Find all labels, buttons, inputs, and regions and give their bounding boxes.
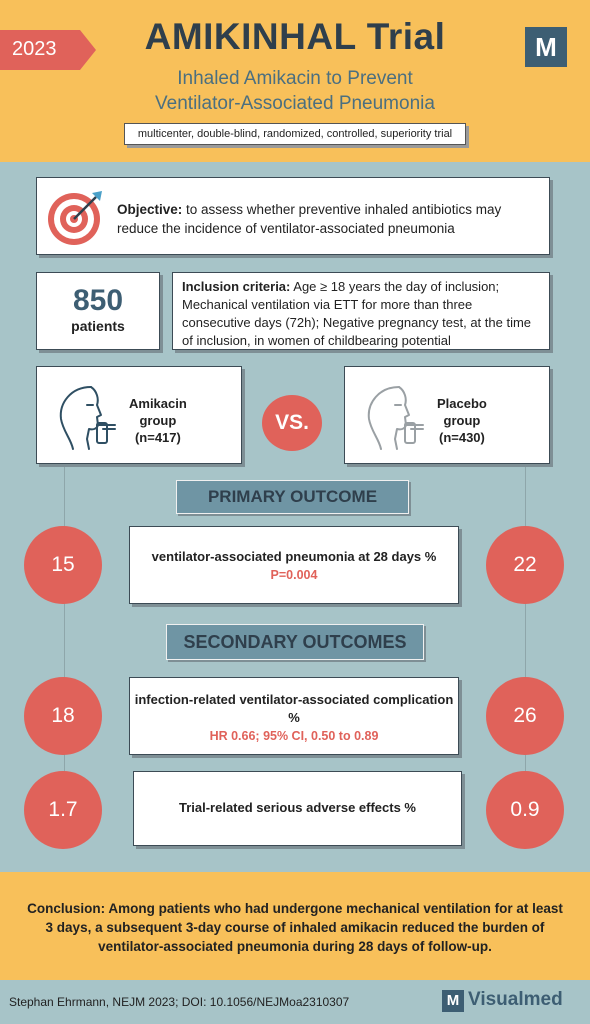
inhaler-patient-icon [367,386,424,450]
visualmed-logo-icon: M [442,990,464,1012]
primary-outcome-card: ventilator-associated pneumonia at 28 da… [129,526,459,604]
objective-description: to assess whether preventive inhaled ant… [117,202,502,236]
year-label: 2023 [12,38,57,60]
secondary-2-placebo-value: 0.9 [486,771,564,849]
amikacin-line-1: Amikacin [129,396,187,411]
footer: Stephan Ehrmann, NEJM 2023; DOI: 10.1056… [0,980,590,1024]
secondary-outcome-card-1: infection-related ventilator-associated … [129,677,459,755]
inclusion-text: Inclusion criteria: Age ≥ 18 years the d… [182,278,544,350]
primary-outcome-stat: P=0.004 [270,568,318,582]
amikacin-line-2: group [139,413,177,428]
citation-text: Stephan Ehrmann, NEJM 2023; DOI: 10.1056… [9,995,350,1009]
secondary-outcome-1-text: infection-related ventilator-associated … [134,692,454,725]
versus-badge: VS. [262,395,322,451]
placebo-line-1: Placebo [437,396,487,411]
trial-design-badge: multicenter, double-blind, randomized, c… [124,123,466,145]
placebo-group-card: Placebo group (n=430) [344,366,550,464]
primary-outcome-text: ventilator-associated pneumonia at 28 da… [151,549,437,564]
amikacin-group-label: Amikacin group (n=417) [129,395,187,446]
amikacin-line-3: (n=417) [134,430,181,445]
objective-label: Objective: [117,202,183,217]
inhaler-patient-icon [59,386,116,450]
conclusion-text: Conclusion: Among patients who had under… [24,899,566,956]
connector-line-left [64,464,65,794]
secondary-1-placebo-value: 26 [486,677,564,755]
connector-line-right [525,464,526,794]
secondary-2-amikacin-value: 1.7 [24,771,102,849]
conclusion-description: Among patients who had undergone mechani… [45,901,563,954]
subtitle-line-2: Ventilator-Associated Pneumonia [155,93,435,114]
inclusion-label: Inclusion criteria: [182,279,291,294]
subtitle-line-1: Inhaled Amikacin to Prevent [177,68,413,89]
primary-placebo-value: 22 [486,526,564,604]
conclusion-label: Conclusion: [27,901,106,916]
year-ribbon-icon [0,30,96,70]
conclusion-section: Conclusion: Among patients who had under… [0,872,590,980]
secondary-outcome-card-2: Trial-related serious adverse effects % [133,771,462,846]
secondary-outcome-2-text: Trial-related serious adverse effects % [178,800,416,815]
placebo-line-3: (n=430) [438,430,485,445]
secondary-outcome-1-stat: HR 0.66; 95% CI, 0.50 to 0.89 [209,729,379,743]
secondary-outcomes-title: SECONDARY OUTCOMES [166,624,424,660]
patients-count: 850 [72,284,124,317]
inclusion-description: Age ≥ 18 years the day of inclusion; Mec… [182,279,532,348]
brand-logo-icon: M [525,27,567,67]
patients-card: 850 patients [36,272,160,350]
visualmed-brand: Visualmed [468,989,563,1010]
objective-card: Objective: to assess whether preventive … [36,177,550,255]
objective-text: Objective: to assess whether preventive … [117,200,542,238]
secondary-1-amikacin-value: 18 [24,677,102,755]
page-title: AMIKINHAL Trial [144,16,446,57]
primary-outcome-title: PRIMARY OUTCOME [176,480,409,514]
header: 2023 AMIKINHAL Trial M Inhaled Amikacin … [0,0,590,162]
inclusion-card: Inclusion criteria: Age ≥ 18 years the d… [172,272,550,350]
amikacin-group-card: Amikacin group (n=417) [36,366,242,464]
patients-label: patients [71,318,125,334]
placebo-group-label: Placebo group (n=430) [437,395,487,446]
year-tag: 2023 [0,30,96,70]
target-icon [48,191,102,245]
placebo-line-2: group [443,413,481,428]
primary-amikacin-value: 15 [24,526,102,604]
